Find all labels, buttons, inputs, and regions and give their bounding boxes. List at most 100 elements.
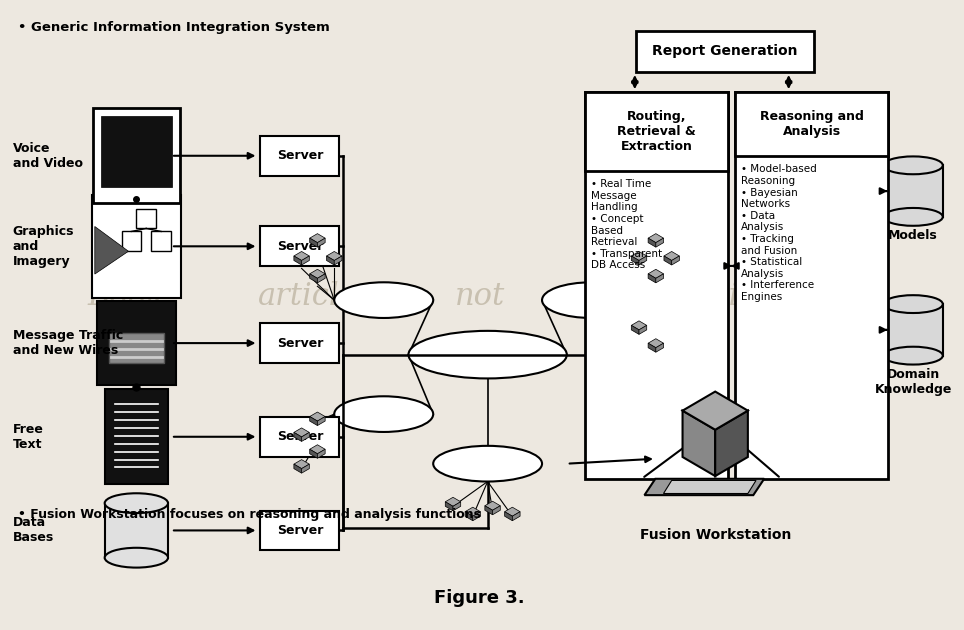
Polygon shape — [309, 412, 325, 421]
Bar — [260, 136, 339, 176]
Ellipse shape — [105, 493, 168, 513]
Ellipse shape — [883, 156, 943, 175]
Ellipse shape — [883, 208, 943, 226]
Polygon shape — [648, 269, 663, 278]
Polygon shape — [639, 325, 647, 335]
Polygon shape — [512, 512, 520, 521]
Polygon shape — [309, 234, 325, 243]
Polygon shape — [672, 256, 680, 265]
Polygon shape — [645, 479, 764, 495]
Polygon shape — [656, 238, 663, 247]
Text: Message Traffic
and New Wires: Message Traffic and New Wires — [13, 329, 123, 357]
Text: Data
Bases: Data Bases — [13, 517, 54, 544]
Polygon shape — [683, 392, 748, 430]
Polygon shape — [309, 274, 317, 283]
Text: not: not — [455, 281, 505, 312]
Polygon shape — [648, 343, 656, 352]
Ellipse shape — [542, 282, 641, 318]
Polygon shape — [465, 507, 480, 516]
Polygon shape — [309, 449, 317, 458]
Bar — [92, 195, 181, 298]
Polygon shape — [504, 512, 512, 521]
Bar — [735, 92, 889, 479]
Polygon shape — [493, 506, 500, 515]
Ellipse shape — [335, 396, 433, 432]
Polygon shape — [656, 274, 663, 283]
Text: multimedia: multimedia — [583, 281, 758, 312]
Bar — [121, 231, 142, 251]
Polygon shape — [309, 445, 325, 454]
Bar — [151, 231, 171, 251]
Polygon shape — [453, 501, 461, 511]
Text: Fusion Workstation: Fusion Workstation — [639, 528, 790, 542]
Bar — [735, 92, 889, 156]
Polygon shape — [663, 481, 756, 493]
Text: Routing,
Retrieval &
Extraction: Routing, Retrieval & Extraction — [617, 110, 696, 153]
Ellipse shape — [883, 346, 943, 365]
Polygon shape — [94, 227, 128, 274]
Ellipse shape — [883, 295, 943, 313]
Text: Server: Server — [277, 240, 323, 253]
Polygon shape — [317, 449, 325, 458]
Bar — [93, 108, 180, 203]
Polygon shape — [656, 343, 663, 352]
Ellipse shape — [335, 282, 433, 318]
Text: Server: Server — [277, 524, 323, 537]
Polygon shape — [327, 256, 335, 265]
Bar — [136, 209, 156, 229]
Ellipse shape — [409, 331, 567, 379]
Polygon shape — [317, 238, 325, 247]
Polygon shape — [317, 416, 325, 426]
Polygon shape — [648, 274, 656, 283]
Polygon shape — [648, 339, 663, 348]
Text: Free
Text: Free Text — [13, 423, 43, 451]
Bar — [260, 417, 339, 457]
Ellipse shape — [433, 446, 542, 481]
Polygon shape — [302, 464, 309, 473]
Bar — [105, 503, 168, 558]
Text: • Generic Information Integration System: • Generic Information Integration System — [17, 21, 330, 33]
Bar — [584, 92, 728, 479]
Text: Voice
and Video: Voice and Video — [13, 142, 83, 169]
Text: • Real Time
Message
Handling
• Concept
Based
Retrieval
• Transparent
DB Access: • Real Time Message Handling • Concept B… — [591, 179, 661, 270]
Polygon shape — [294, 256, 302, 265]
Polygon shape — [294, 464, 302, 473]
Polygon shape — [648, 238, 656, 247]
Polygon shape — [294, 428, 309, 437]
Text: Figure 3.: Figure 3. — [435, 590, 525, 607]
Text: Report Generation: Report Generation — [653, 44, 798, 59]
Bar — [883, 304, 943, 356]
Polygon shape — [335, 256, 342, 265]
Text: Book: Book — [88, 281, 166, 312]
Text: Reasoning and
Analysis: Reasoning and Analysis — [760, 110, 864, 138]
Polygon shape — [294, 460, 309, 469]
Polygon shape — [485, 506, 493, 515]
Polygon shape — [631, 325, 639, 335]
Bar — [96, 302, 176, 385]
Polygon shape — [445, 497, 461, 507]
Polygon shape — [309, 269, 325, 278]
Polygon shape — [648, 234, 663, 243]
Polygon shape — [327, 251, 342, 260]
Text: Server: Server — [277, 336, 323, 350]
Polygon shape — [504, 507, 520, 516]
Polygon shape — [664, 256, 672, 265]
Polygon shape — [465, 512, 472, 521]
Bar — [260, 510, 339, 550]
Polygon shape — [472, 512, 480, 521]
Text: • Model-based
Reasoning
• Bayesian
Networks
• Data
Analysis
• Tracking
and Fusio: • Model-based Reasoning • Bayesian Netwo… — [741, 164, 817, 302]
Bar — [105, 389, 168, 484]
Polygon shape — [302, 256, 309, 265]
Polygon shape — [302, 432, 309, 442]
Polygon shape — [309, 238, 317, 247]
Bar — [883, 165, 943, 217]
Text: Graphics
and
Imagery: Graphics and Imagery — [13, 225, 74, 268]
Bar — [584, 92, 728, 171]
Polygon shape — [631, 321, 647, 330]
Polygon shape — [294, 432, 302, 442]
Polygon shape — [664, 251, 680, 260]
Ellipse shape — [105, 547, 168, 568]
Polygon shape — [715, 411, 748, 476]
Bar — [109, 333, 164, 363]
Polygon shape — [683, 411, 715, 476]
